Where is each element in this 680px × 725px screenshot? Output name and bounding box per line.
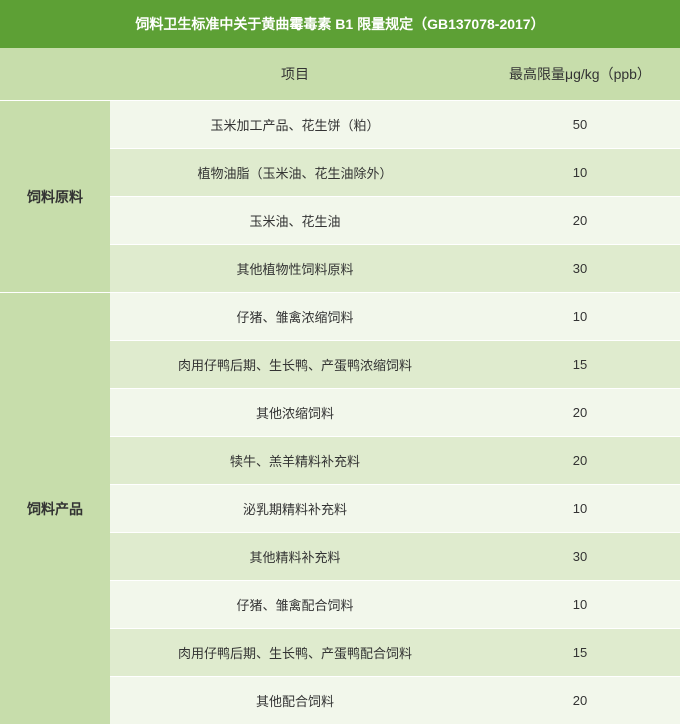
- item-cell: 仔猪、雏禽浓缩饲料: [110, 293, 480, 341]
- limit-cell: 20: [480, 197, 680, 245]
- item-cell: 仔猪、雏禽配合饲料: [110, 581, 480, 629]
- limit-cell: 15: [480, 341, 680, 389]
- table-title-row: 饲料卫生标准中关于黄曲霉毒素 B1 限量规定（GB137078-2017）: [0, 0, 680, 48]
- item-cell: 其他浓缩饲料: [110, 389, 480, 437]
- table-header-row: 项目 最高限量μg/kg（ppb）: [0, 48, 680, 101]
- aflatoxin-limit-table: 饲料卫生标准中关于黄曲霉毒素 B1 限量规定（GB137078-2017） 项目…: [0, 0, 680, 725]
- item-cell: 玉米油、花生油: [110, 197, 480, 245]
- item-cell: 肉用仔鸭后期、生长鸭、产蛋鸭配合饲料: [110, 629, 480, 677]
- limit-cell: 30: [480, 533, 680, 581]
- item-cell: 其他配合饲料: [110, 677, 480, 725]
- item-cell: 玉米加工产品、花生饼（粕）: [110, 101, 480, 149]
- item-cell: 犊牛、羔羊精料补充料: [110, 437, 480, 485]
- limit-cell: 10: [480, 293, 680, 341]
- limit-cell: 20: [480, 437, 680, 485]
- limit-cell: 30: [480, 245, 680, 293]
- col-item: 项目: [110, 48, 480, 101]
- limit-cell: 10: [480, 581, 680, 629]
- limit-cell: 15: [480, 629, 680, 677]
- item-cell: 其他精料补充料: [110, 533, 480, 581]
- limit-cell: 20: [480, 677, 680, 725]
- item-cell: 肉用仔鸭后期、生长鸭、产蛋鸭浓缩饲料: [110, 341, 480, 389]
- col-limit: 最高限量μg/kg（ppb）: [480, 48, 680, 101]
- limit-cell: 10: [480, 485, 680, 533]
- item-cell: 植物油脂（玉米油、花生油除外）: [110, 149, 480, 197]
- item-cell: 其他植物性饲料原料: [110, 245, 480, 293]
- category-cell: 饲料原料: [0, 101, 110, 293]
- table-row: 饲料原料玉米加工产品、花生饼（粕）50: [0, 101, 680, 149]
- limit-cell: 50: [480, 101, 680, 149]
- table-title: 饲料卫生标准中关于黄曲霉毒素 B1 限量规定（GB137078-2017）: [0, 0, 680, 48]
- item-cell: 泌乳期精料补充料: [110, 485, 480, 533]
- col-category: [0, 48, 110, 101]
- table-body: 饲料原料玉米加工产品、花生饼（粕）50植物油脂（玉米油、花生油除外）10玉米油、…: [0, 101, 680, 725]
- category-cell: 饲料产品: [0, 293, 110, 725]
- limit-cell: 10: [480, 149, 680, 197]
- table-row: 饲料产品仔猪、雏禽浓缩饲料10: [0, 293, 680, 341]
- limit-cell: 20: [480, 389, 680, 437]
